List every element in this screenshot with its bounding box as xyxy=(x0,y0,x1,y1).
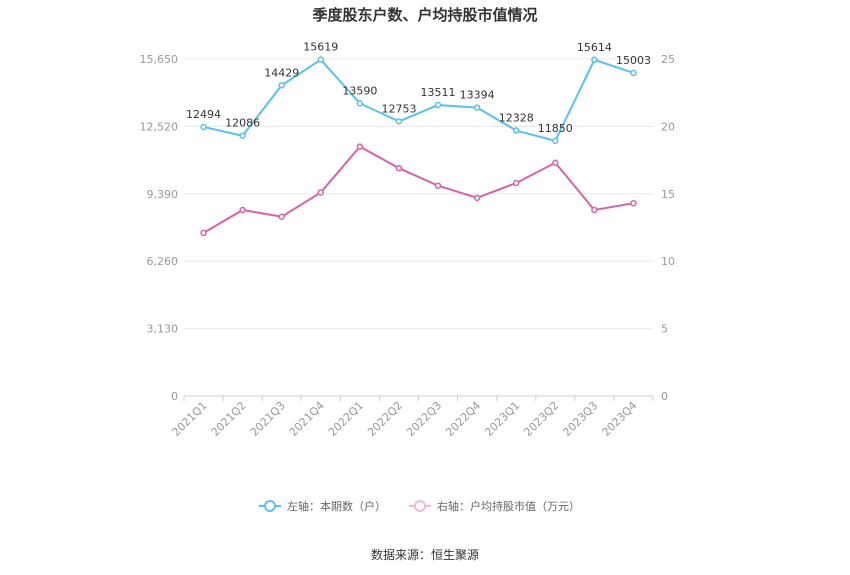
grid-lines xyxy=(184,58,653,397)
data-label: 13590 xyxy=(342,84,377,97)
x-tick-label: 2022Q2 xyxy=(365,399,405,439)
left-tick-label: 15,650 xyxy=(140,53,179,66)
x-tick-label: 2022Q3 xyxy=(404,399,444,439)
x-tick-label: 2021Q3 xyxy=(248,399,288,439)
data-label: 12328 xyxy=(499,112,534,125)
data-point[interactable] xyxy=(395,118,403,125)
data-source: 数据来源：恒生聚源 xyxy=(371,547,479,562)
data-label: 12086 xyxy=(225,117,260,130)
x-tick-label: 2023Q4 xyxy=(600,399,640,439)
data-point[interactable] xyxy=(356,100,364,107)
left-tick-label: 6,260 xyxy=(147,255,179,268)
data-point[interactable] xyxy=(239,132,246,139)
data-point[interactable] xyxy=(239,206,246,214)
x-axis: 2021Q1 2021Q2 2021Q3 2021Q4 2022Q1 2022Q2 2022… xyxy=(170,396,654,439)
x-tick-label: 2023Q1 xyxy=(482,399,522,439)
x-tick-label: 2023Q3 xyxy=(560,399,600,439)
right-tick-label: 10 xyxy=(661,255,675,268)
data-point[interactable] xyxy=(434,101,442,109)
right-tick-label: 25 xyxy=(661,53,675,66)
legend-right-label: 右轴：户均持股市值（万元） xyxy=(437,499,580,513)
left-tick-label: 12,520 xyxy=(140,120,179,133)
x-tick-label: 2023Q2 xyxy=(521,399,561,439)
x-tick-label: 2022Q1 xyxy=(326,399,366,439)
right-tick-label: 5 xyxy=(661,323,668,336)
legend: 左轴：本期数（户） 右轴：户均持股市值（万元） xyxy=(259,499,580,513)
data-label: 14429 xyxy=(264,66,299,79)
x-tick-label: 2021Q2 xyxy=(209,399,249,439)
data-label: 12753 xyxy=(381,102,416,115)
chart-title: 季度股东户数、户均持股市值情况 xyxy=(312,6,537,24)
data-point[interactable] xyxy=(278,82,285,89)
left-axis: 0 3,130 6,260 9,390 12,520 15,650 xyxy=(140,53,179,403)
data-point[interactable] xyxy=(630,199,637,207)
legend-left-marker xyxy=(264,500,276,512)
data-point[interactable] xyxy=(512,127,520,134)
data-label: 12494 xyxy=(186,108,221,121)
series-line-0 xyxy=(203,58,634,143)
legend-right-marker xyxy=(414,500,426,512)
data-label: 15614 xyxy=(577,41,612,54)
legend-item-right[interactable]: 右轴：户均持股市值（万元） xyxy=(409,499,580,513)
data-label: 15003 xyxy=(616,54,651,67)
right-axis: 0 5 10 15 20 25 xyxy=(661,53,675,403)
series-layer: 12494 12086 14429 15619 13590 12753 13511 13394… xyxy=(186,41,651,237)
left-tick-label: 3,130 xyxy=(147,323,179,336)
data-label: 13394 xyxy=(460,89,495,102)
data-label: 11850 xyxy=(538,122,573,135)
data-point[interactable] xyxy=(200,229,207,237)
legend-item-left[interactable]: 左轴：本期数（户） xyxy=(259,499,386,513)
data-point[interactable] xyxy=(395,164,403,172)
data-label: 15619 xyxy=(303,41,338,54)
left-tick-label: 0 xyxy=(171,390,178,403)
x-tick-label: 2021Q1 xyxy=(170,399,210,439)
data-point[interactable] xyxy=(552,159,559,167)
left-tick-label: 9,390 xyxy=(147,188,179,201)
data-point[interactable] xyxy=(591,56,598,64)
data-point[interactable] xyxy=(317,189,325,196)
data-point[interactable] xyxy=(434,182,442,189)
data-point[interactable] xyxy=(317,56,325,63)
series-line-1 xyxy=(203,145,634,234)
x-tick-label: 2021Q4 xyxy=(287,399,327,439)
data-point[interactable] xyxy=(473,194,481,202)
data-point[interactable] xyxy=(591,206,598,214)
data-label: 13511 xyxy=(421,86,456,99)
data-point[interactable] xyxy=(473,104,481,111)
x-tick-label: 2022Q4 xyxy=(443,399,483,439)
data-point[interactable] xyxy=(512,179,520,187)
legend-left-label: 左轴：本期数（户） xyxy=(287,499,386,513)
right-tick-label: 20 xyxy=(661,120,675,133)
data-point[interactable] xyxy=(278,213,285,220)
data-point[interactable] xyxy=(356,143,364,150)
data-point[interactable] xyxy=(552,137,559,145)
right-tick-label: 0 xyxy=(661,390,668,403)
data-point[interactable] xyxy=(630,69,637,77)
right-tick-label: 15 xyxy=(661,188,675,201)
data-point[interactable] xyxy=(200,123,207,131)
